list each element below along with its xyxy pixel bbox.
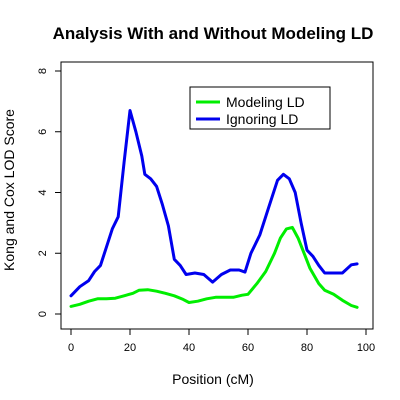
y-tick-label: 2 (37, 250, 49, 256)
chart-title: Analysis With and Without Modeling LD (53, 24, 374, 43)
series-line-modeling-ld (69, 225, 359, 309)
y-tick-label: 6 (37, 129, 49, 135)
x-axis-label: Position (cM) (172, 371, 254, 387)
x-tick-label: 0 (68, 342, 74, 354)
x-axis: 0 20 40 60 80 100 (68, 328, 375, 354)
series-line-ignoring-ld (69, 109, 359, 298)
x-tick-label: 60 (242, 342, 254, 354)
legend-label-ignoring-ld: Ignoring LD (226, 111, 298, 127)
y-axis-label: Kong and Cox LOD Score (1, 109, 17, 271)
x-tick-label: 80 (301, 342, 313, 354)
y-tick-label: 0 (37, 311, 49, 317)
legend-box (189, 86, 331, 130)
series-layer (69, 109, 359, 309)
x-tick-label: 100 (357, 342, 375, 354)
x-tick-label: 20 (124, 342, 136, 354)
x-tick-label: 40 (183, 342, 195, 354)
y-tick-label: 8 (37, 68, 49, 74)
y-tick-label: 4 (37, 189, 49, 195)
legend-label-modeling-ld: Modeling LD (226, 94, 305, 110)
y-axis: 0 2 4 6 8 (37, 68, 62, 317)
